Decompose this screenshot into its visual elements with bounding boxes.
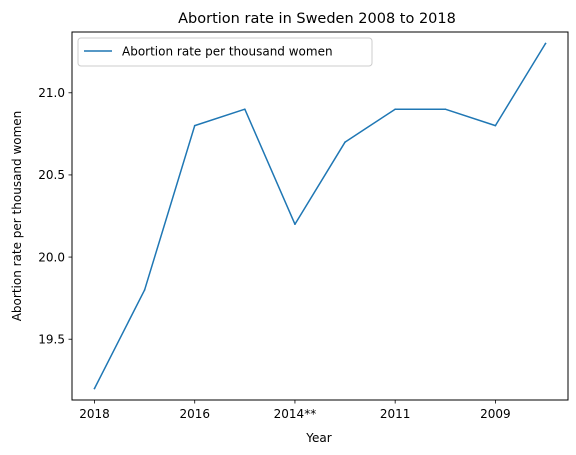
chart-title: Abortion rate in Sweden 2008 to 2018: [178, 11, 456, 27]
legend-label: Abortion rate per thousand women: [122, 45, 333, 59]
x-tick-label: 2016: [179, 407, 210, 421]
x-axis-label: Year: [305, 431, 331, 445]
series-line-0: [93, 42, 547, 390]
x-tick-label: 2011: [380, 407, 411, 421]
y-axis: 19.5 20.0 20.5 21.0: [38, 86, 72, 347]
plot-frame: [71, 31, 569, 401]
data-point: [93, 387, 96, 390]
y-tick-label: 19.5: [38, 333, 65, 347]
legend: Abortion rate per thousand women: [77, 37, 373, 67]
data-point: [193, 124, 196, 127]
y-tick-label: 20.5: [38, 168, 65, 182]
y-axis-label: Abortion rate per thousand women: [10, 111, 24, 322]
data-point: [444, 108, 447, 111]
x-tick-label: 2009: [480, 407, 511, 421]
x-axis: 2018 2016 2014** 2011 2009: [79, 400, 511, 421]
data-point: [244, 108, 246, 111]
data-point: [544, 42, 547, 45]
legend-box: [77, 37, 373, 67]
data-point: [143, 289, 146, 291]
data-point: [344, 141, 346, 143]
x-tick-label: 2014**: [274, 407, 317, 421]
data-point: [494, 124, 497, 127]
data-point: [294, 223, 296, 226]
x-tick-label: 2018: [79, 407, 110, 421]
data-point: [394, 108, 396, 111]
y-tick-label: 21.0: [38, 86, 65, 100]
y-tick-label: 20.0: [38, 250, 65, 264]
